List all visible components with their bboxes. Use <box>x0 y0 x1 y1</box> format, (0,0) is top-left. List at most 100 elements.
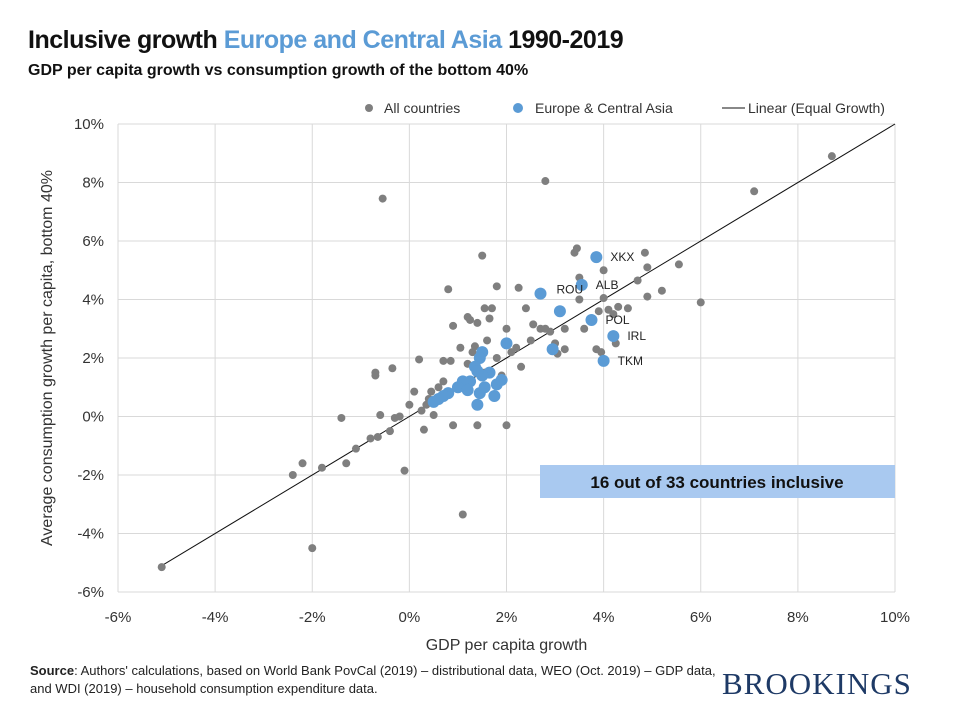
title-prefix: Inclusive growth <box>28 26 224 54</box>
y-tick-label: 6% <box>82 233 104 250</box>
chart-subtitle: GDP per capita growth vs consumption gro… <box>28 62 529 79</box>
point-label: POL <box>605 313 629 327</box>
legend-label: Linear (Equal Growth) <box>748 100 885 116</box>
point-all-countries <box>366 434 375 443</box>
point-all-countries <box>342 459 351 468</box>
point-all-countries <box>388 364 397 373</box>
point-all-countries <box>385 427 394 436</box>
point-all-countries <box>378 194 387 203</box>
point-all-countries <box>410 387 419 396</box>
point-all-countries <box>580 324 589 333</box>
point-all-countries <box>456 343 465 352</box>
point-all-countries <box>599 266 608 275</box>
point-eca <box>488 390 501 403</box>
legend-label: Europe & Central Asia <box>535 100 673 116</box>
y-tick-label: -6% <box>77 584 104 601</box>
point-all-countries <box>750 187 759 196</box>
point-all-countries <box>541 177 550 186</box>
point-eca <box>451 381 464 394</box>
y-tick-label: 8% <box>82 175 104 192</box>
point-all-countries <box>376 411 385 420</box>
point-eca <box>427 395 440 408</box>
point-all-countries <box>446 356 455 365</box>
point-eca <box>500 337 513 350</box>
point-all-countries <box>429 411 438 420</box>
point-all-countries <box>517 362 526 371</box>
point-all-countries <box>288 471 297 479</box>
point-all-countries <box>298 459 307 468</box>
point-label: ROU <box>556 283 583 297</box>
scatter-chart: -6% -4% -2% 0% 2% 4% 6% 8% 10% -6% -4% -2% 0% 2% 4% 6% 8… <box>39 100 910 654</box>
brookings-logo: BROOKINGS <box>722 666 912 701</box>
point-all-countries <box>575 295 584 304</box>
point-all-countries <box>470 342 479 351</box>
point-label: IRL <box>627 329 646 343</box>
point-all-countries <box>395 412 404 421</box>
point-all-countries <box>427 387 436 396</box>
y-axis-label: Average consumption growth per capita, b… <box>39 170 56 546</box>
x-tick-label: -2% <box>299 609 326 626</box>
point-all-countries <box>657 286 666 295</box>
point-eca <box>534 287 547 300</box>
point-eca <box>553 305 566 318</box>
point-all-countries <box>696 298 705 307</box>
point-all-countries <box>417 406 426 415</box>
point-eca <box>471 365 484 378</box>
point-all-countries <box>633 276 642 285</box>
point-all-countries <box>529 320 538 329</box>
point-label: TKM <box>618 354 643 368</box>
point-eca <box>471 398 484 411</box>
x-tick-label: 6% <box>690 609 712 626</box>
point-all-countries <box>337 413 346 422</box>
point-label: XKX <box>610 250 634 264</box>
y-tick-label: 10% <box>74 116 104 133</box>
point-all-countries <box>487 304 496 313</box>
point-all-countries <box>473 421 482 430</box>
point-eca <box>585 313 598 326</box>
x-axis-label: GDP per capita growth <box>426 637 588 654</box>
legend-marker-all <box>365 104 373 112</box>
y-tick-label: -4% <box>77 526 104 543</box>
point-all-countries <box>373 432 382 441</box>
x-tick-label: 4% <box>593 609 615 626</box>
point-all-countries <box>480 304 489 313</box>
annotation-box <box>540 465 895 498</box>
point-all-countries <box>546 327 555 336</box>
point-all-countries <box>157 563 166 572</box>
point-all-countries <box>405 400 414 409</box>
point-all-countries <box>526 336 535 345</box>
title-suffix: 1990-2019 <box>501 26 624 54</box>
point-all-countries <box>439 377 448 386</box>
point-all-countries <box>485 314 494 323</box>
point-all-countries <box>502 324 511 333</box>
x-tick-label: 10% <box>880 609 910 626</box>
point-all-countries <box>560 324 569 333</box>
point-all-countries <box>473 318 482 327</box>
point-all-countries <box>478 251 487 260</box>
point-all-countries <box>483 336 492 345</box>
point-all-countries <box>492 282 501 291</box>
source-text: : Authors' calculations, based on World … <box>30 663 716 696</box>
point-eca <box>590 251 603 264</box>
point-all-countries <box>560 345 569 354</box>
point-all-countries <box>502 421 511 430</box>
point-all-countries <box>643 292 652 301</box>
x-tick-label: 2% <box>496 609 518 626</box>
legend-label: All countries <box>384 100 460 116</box>
point-all-countries <box>371 371 380 380</box>
point-all-countries <box>599 294 608 303</box>
y-tick-label: 0% <box>82 409 104 426</box>
point-all-countries <box>614 302 623 311</box>
x-tick-label: -6% <box>105 609 132 626</box>
point-all-countries <box>400 466 409 475</box>
source-label: Source <box>30 663 75 678</box>
point-all-countries <box>351 444 360 453</box>
point-all-countries <box>572 244 581 253</box>
point-all-countries <box>512 343 521 352</box>
point-all-countries <box>434 383 443 392</box>
point-eca <box>575 278 588 291</box>
point-all-countries <box>449 421 458 430</box>
point-all-countries <box>317 463 326 472</box>
point-all-countries <box>827 152 836 161</box>
point-all-countries <box>594 307 603 316</box>
